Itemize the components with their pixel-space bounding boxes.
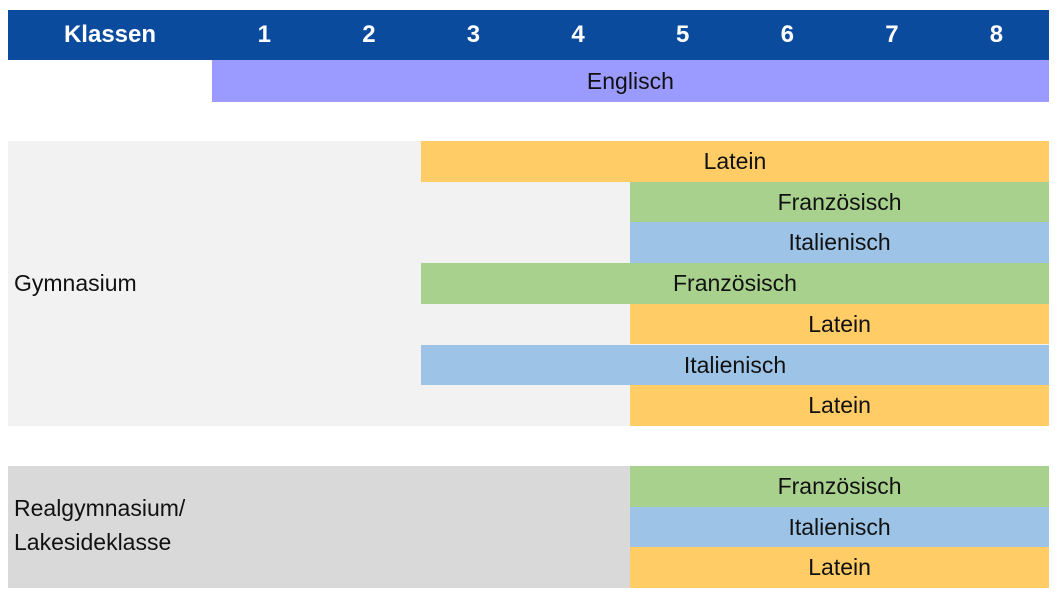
grade-header-6: 6: [780, 21, 794, 48]
subject-bar-label: Italienisch: [788, 513, 891, 540]
subject-bar-label: Italienisch: [788, 229, 891, 256]
english-bar: Englisch: [212, 60, 1049, 102]
subject-bar-label: Französisch: [672, 270, 797, 297]
gymnasium-label: Gymnasium: [14, 270, 137, 296]
subject-bar-latein: Latein: [421, 141, 1049, 182]
grade-header-8: 8: [989, 21, 1004, 48]
subject-bar-französisch: Französisch: [630, 181, 1049, 223]
grade-header-4: 4: [571, 21, 585, 48]
subject-bar-französisch: Französisch: [421, 263, 1049, 304]
grade-header-5: 5: [676, 21, 690, 48]
subject-bar-italienisch: Italienisch: [630, 222, 1049, 264]
grade-header-1: 1: [257, 21, 271, 48]
header-title: Klassen: [63, 21, 157, 48]
realgymnasium-label: Realgymnasium/ Lakesideklasse: [14, 491, 185, 559]
realgymnasium-section: Realgymnasium/ Lakesideklasse Französisc…: [8, 466, 1049, 589]
subject-bar-label: Latein: [703, 148, 767, 174]
english-bar-label: Englisch: [586, 68, 674, 94]
subject-bar-latein: Latein: [630, 385, 1049, 426]
subject-bar-label: Latein: [808, 554, 871, 581]
realgymnasium-label-line2: Lakesideklasse: [14, 529, 172, 555]
subject-bar-label: Italienisch: [683, 351, 787, 378]
grade-header-3: 3: [466, 21, 481, 48]
subject-bar-label: Latein: [808, 310, 871, 337]
subject-bar-label: Französisch: [777, 188, 902, 215]
realgymnasium-label-line1: Realgymnasium/: [14, 495, 186, 521]
grade-header-7: 7: [885, 21, 899, 48]
header-row: Klassen 1 2 3 4 5 6 7 8: [8, 10, 1049, 60]
subject-bar-latein: Latein: [630, 547, 1049, 589]
subject-bar-italienisch: Italienisch: [421, 344, 1049, 386]
gymnasium-section: Gymnasium Latein Französisch Italienisch Fr…: [8, 141, 1049, 426]
subject-bar-label: Französisch: [777, 473, 902, 499]
subject-bar-latein: Latein: [630, 303, 1049, 345]
grade-header-2: 2: [362, 21, 376, 48]
subject-bar-französisch: Französisch: [630, 466, 1049, 507]
subject-bar-italienisch: Italienisch: [630, 506, 1049, 548]
subject-bar-label: Latein: [808, 392, 871, 419]
